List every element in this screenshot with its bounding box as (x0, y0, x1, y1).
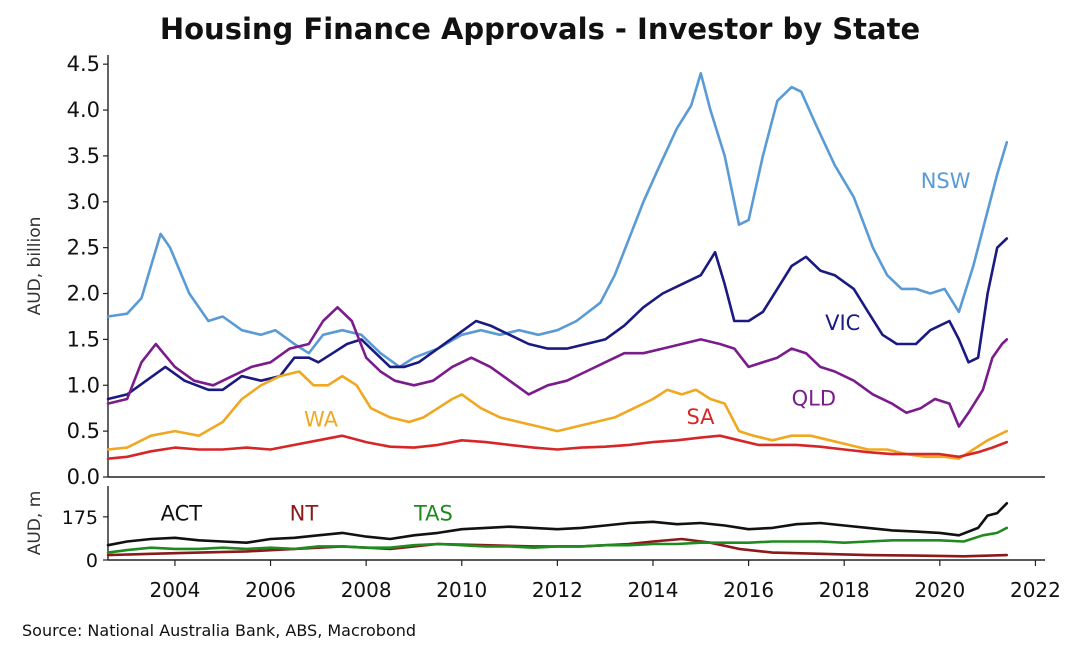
x-tick-label: 2020 (914, 578, 965, 602)
chart-source: Source: National Australia Bank, ABS, Ma… (22, 621, 417, 640)
x-tick-label: 2010 (436, 578, 487, 602)
x-tick-label: 2004 (149, 578, 200, 602)
top-panel: 0.0 0.5 1.0 1.5 2.0 2.5 3.0 3.5 4.0 4.5 AUD, billi… (25, 52, 1045, 489)
series-labels: NSW VIC QLD WA SA ACT NT TAS (161, 169, 971, 526)
y-tick-label: 0.0 (67, 465, 100, 489)
series-line-tas (106, 526, 1009, 554)
series-label-wa: WA (304, 408, 339, 432)
y-tick-label: 0 (86, 550, 98, 572)
bottom-panel: 0 175 AUD, m (25, 486, 1045, 572)
y-axis-title: AUD, billion (25, 217, 45, 316)
y-tick-label: 0.5 (67, 419, 100, 443)
x-tick-label: 2022 (1010, 578, 1061, 602)
series-label-qld: QLD (792, 386, 836, 410)
series-label-act: ACT (161, 502, 203, 526)
x-tick-label: 2012 (532, 578, 583, 602)
x-axis: 2004 2006 2008 2010 2012 2014 2016 2018 2020 2022 (149, 560, 1061, 602)
series-line-wa (106, 370, 1009, 461)
x-tick-label: 2014 (628, 578, 679, 602)
y-tick-label: 3.5 (67, 144, 100, 168)
x-tick-label: 2018 (819, 578, 870, 602)
y-tick-label: 4.5 (67, 52, 100, 76)
series-line-qld (106, 305, 1009, 428)
chart-title: Housing Finance Approvals - Investor by … (159, 12, 921, 46)
series-line-sa (106, 434, 1009, 461)
x-tick-label: 2016 (723, 578, 774, 602)
y-tick-label: 2.5 (67, 236, 100, 260)
series-label-sa: SA (686, 405, 715, 429)
y-tick-label: 3.0 (67, 190, 100, 214)
x-tick-label: 2006 (245, 578, 296, 602)
series-label-vic: VIC (825, 311, 860, 335)
y-tick-label: 1.5 (67, 327, 100, 351)
series-line-vic (106, 237, 1009, 401)
series-label-nt: NT (290, 502, 319, 526)
series-label-tas: TAS (413, 502, 453, 526)
y-axis-title: AUD, m (25, 491, 45, 556)
series-label-nsw: NSW (921, 169, 971, 193)
x-tick-label: 2008 (341, 578, 392, 602)
y-tick-label: 4.0 (67, 98, 100, 122)
y-tick-label: 2.0 (67, 282, 100, 306)
series-line-nsw (106, 72, 1009, 369)
y-tick-label: 1.0 (67, 373, 100, 397)
y-tick-label: 175 (62, 507, 98, 529)
series-line-act (106, 501, 1009, 547)
